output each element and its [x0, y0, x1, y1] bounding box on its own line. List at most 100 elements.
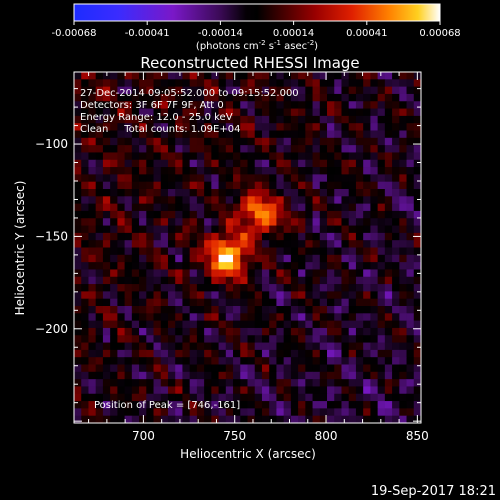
heatmap-cell — [305, 386, 313, 395]
heatmap-cell — [305, 371, 313, 380]
heatmap-cell — [211, 174, 219, 183]
heatmap-cell — [370, 371, 379, 380]
heatmap-cell — [370, 262, 379, 270]
heatmap-cell — [392, 174, 400, 183]
heatmap-cell — [95, 364, 104, 373]
heatmap-cell — [305, 210, 313, 219]
heatmap-cell — [81, 189, 89, 197]
heatmap-cell — [334, 167, 342, 175]
heatmap-cell — [348, 108, 357, 117]
heatmap-cell — [261, 210, 270, 219]
heatmap-cell — [146, 342, 154, 351]
heatmap-cell — [233, 364, 241, 373]
heatmap-cell — [370, 401, 379, 409]
heatmap-cell — [189, 262, 198, 270]
heatmap-cell — [363, 313, 371, 322]
heatmap-cell — [312, 269, 321, 278]
heatmap-cell — [74, 152, 82, 161]
heatmap-cell — [261, 313, 270, 322]
heatmap-cell — [74, 145, 82, 153]
heatmap-cell — [363, 137, 371, 146]
heatmap-cell — [233, 371, 241, 380]
heatmap-cell — [334, 240, 342, 248]
heatmap-cell — [254, 284, 263, 292]
heatmap-cell — [247, 79, 256, 88]
heatmap-cell — [189, 240, 198, 248]
heatmap-cell — [204, 174, 212, 183]
heatmap-cell — [204, 415, 212, 423]
heatmap-cell — [319, 130, 328, 139]
heatmap-cell — [269, 174, 277, 183]
heatmap-cell — [355, 357, 364, 365]
heatmap-cell — [363, 291, 371, 300]
heatmap-cell — [370, 379, 379, 387]
heatmap-cell — [153, 203, 162, 212]
heatmap-cell — [261, 327, 270, 336]
heatmap-cell — [384, 232, 393, 241]
heatmap-cell — [110, 93, 118, 102]
heatmap-cell — [370, 101, 379, 109]
heatmap-cell — [196, 218, 205, 226]
heatmap-cell — [225, 327, 234, 336]
heatmap-cell — [261, 130, 270, 139]
heatmap-cell — [370, 115, 379, 124]
heatmap-cell — [363, 203, 371, 212]
heatmap-cell — [153, 364, 162, 373]
heatmap-cell — [211, 393, 219, 402]
heatmap-cell — [153, 262, 162, 270]
heatmap-cell — [276, 123, 285, 131]
heatmap-cell — [218, 327, 227, 336]
heatmap-cell — [298, 327, 306, 336]
heatmap-cell — [312, 196, 321, 205]
heatmap-cell — [254, 130, 263, 139]
heatmap-cell — [305, 349, 313, 358]
heatmap-cell — [305, 284, 313, 292]
heatmap-cell — [341, 86, 350, 95]
heatmap-cell — [348, 93, 357, 102]
heatmap-cell — [146, 137, 154, 146]
heatmap-cell — [211, 137, 219, 146]
heatmap-cell — [298, 167, 306, 175]
heatmap-cell — [261, 342, 270, 351]
heatmap-cell — [254, 203, 263, 212]
heatmap-cell — [355, 342, 364, 351]
heatmap-cell — [355, 276, 364, 285]
heatmap-cell — [110, 189, 118, 197]
heatmap-cell — [305, 335, 313, 343]
heatmap-cell — [146, 357, 154, 365]
heatmap-cell — [283, 225, 292, 234]
heatmap-cell — [413, 137, 421, 146]
heatmap-cell — [102, 401, 111, 409]
heatmap-cell — [290, 108, 299, 117]
heatmap-cell — [88, 269, 97, 278]
heatmap-cell — [384, 181, 393, 190]
heatmap-cell — [81, 159, 89, 168]
heatmap-cell — [233, 335, 241, 343]
heatmap-cell — [160, 379, 169, 387]
heatmap-cell — [363, 86, 371, 95]
heatmap-cell — [363, 276, 371, 285]
heatmap-cell — [399, 254, 407, 263]
heatmap-cell — [102, 225, 111, 234]
heatmap-cell — [160, 393, 169, 402]
heatmap-cell — [392, 364, 400, 373]
heatmap-cell — [334, 145, 342, 153]
heatmap-cell — [146, 167, 154, 175]
heatmap-cell — [406, 393, 415, 402]
heatmap-cell — [196, 152, 205, 161]
heatmap-cell — [124, 327, 133, 336]
heatmap-cell — [124, 306, 133, 314]
heatmap-cell — [139, 115, 147, 124]
heatmap-cell — [348, 276, 357, 285]
heatmap-cell — [131, 101, 140, 109]
heatmap-cell — [269, 232, 277, 241]
heatmap-cell — [110, 291, 118, 300]
heatmap-cell — [131, 130, 140, 139]
heatmap-cell — [110, 79, 118, 88]
heatmap-cell — [312, 386, 321, 395]
heatmap-cell — [196, 101, 205, 109]
heatmap-cell — [110, 269, 118, 278]
heatmap-cell — [305, 79, 313, 88]
heatmap-cell — [160, 357, 169, 365]
heatmap-cell — [327, 181, 335, 190]
